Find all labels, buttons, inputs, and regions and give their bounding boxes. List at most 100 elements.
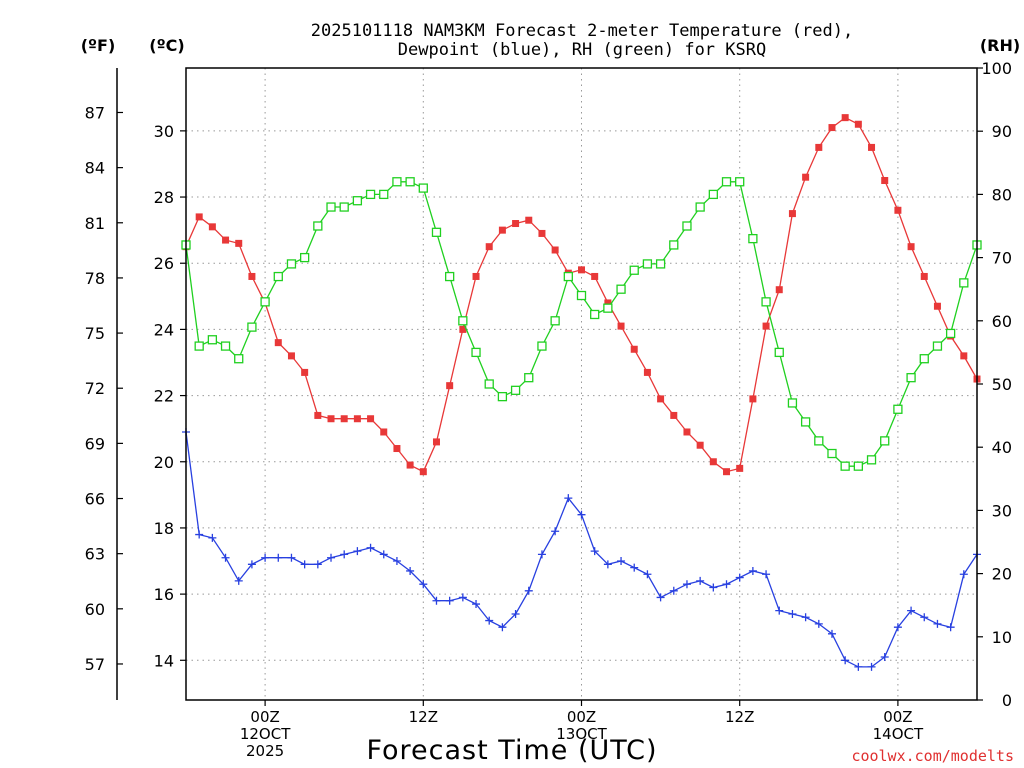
temperature-point <box>854 120 862 128</box>
temperature-point <box>643 368 651 376</box>
rh-tick-label: 60 <box>992 312 1012 331</box>
temperature-point <box>868 143 876 151</box>
temperature-point <box>538 229 546 237</box>
temperature-point <box>696 441 704 449</box>
dewpoint-point <box>735 573 744 582</box>
fahrenheit-tick-label: 87 <box>85 103 105 122</box>
rh-point <box>537 341 547 351</box>
dewpoint-point <box>458 593 467 602</box>
rh-tick-label: 10 <box>992 628 1012 647</box>
celsius-unit-label: (ºC) <box>149 36 184 55</box>
fahrenheit-tick-label: 78 <box>85 269 105 288</box>
rh-point <box>590 309 600 320</box>
dewpoint-point <box>867 662 876 671</box>
temperature-point <box>314 411 322 419</box>
celsius-tick-label: 20 <box>154 453 174 472</box>
dewpoint-point <box>221 553 230 562</box>
time-tick-label: 00Z <box>567 708 596 726</box>
credit-text: coolwx.com/modelts <box>851 747 1014 765</box>
rh-tick-label: 0 <box>1002 691 1012 710</box>
dewpoint-point <box>313 560 322 569</box>
temperature-point <box>525 216 533 224</box>
rh-point <box>458 316 468 326</box>
rh-line <box>185 181 978 467</box>
rh-point <box>563 271 573 282</box>
temperature-point <box>235 239 243 247</box>
rh-point <box>840 461 850 471</box>
rh-point <box>418 183 428 193</box>
temperature-point <box>630 345 638 353</box>
fahrenheit-tick-label: 57 <box>85 655 105 674</box>
dewpoint-point <box>392 557 401 566</box>
celsius-tick-label: 28 <box>154 188 174 207</box>
temperature-point <box>485 243 493 251</box>
temperature-point <box>274 339 282 347</box>
dewpoint-point <box>234 576 243 585</box>
rh-point <box>800 417 811 427</box>
rh-point <box>247 322 257 332</box>
time-tick-label: 2025 <box>246 742 284 760</box>
dewpoint-point <box>366 543 375 552</box>
rh-tick-label: 50 <box>992 375 1012 394</box>
temperature-point <box>591 272 599 280</box>
temperature-point <box>736 464 744 472</box>
dewpoint-point <box>432 596 441 605</box>
dewpoint-point <box>748 566 757 575</box>
temperature-point <box>881 177 889 185</box>
rh-point <box>774 347 784 358</box>
rh-point <box>603 303 613 313</box>
dewpoint-point <box>959 570 968 579</box>
dewpoint-point <box>920 613 929 622</box>
rh-point <box>787 398 798 408</box>
rh-unit-label: (RH) <box>980 36 1020 55</box>
dewpoint-point <box>247 560 256 569</box>
temperature-point <box>907 243 915 251</box>
temperature-point <box>617 322 625 330</box>
rh-tick-label: 40 <box>992 438 1012 457</box>
dewpoint-point <box>498 623 507 632</box>
fahrenheit-tick-label: 75 <box>85 324 105 343</box>
grid-lines <box>186 68 977 700</box>
dewpoint-point <box>933 619 942 628</box>
rh-point <box>234 354 244 364</box>
celsius-tick-label: 30 <box>154 122 174 141</box>
rh-point <box>405 177 415 187</box>
dewpoint-point <box>669 586 678 595</box>
temperature-point <box>222 236 230 244</box>
rh-point <box>497 391 508 402</box>
dewpoint-point <box>696 576 705 585</box>
dewpoint-point <box>208 533 217 542</box>
temperature-point <box>960 352 968 360</box>
temperature-point <box>472 272 480 280</box>
dewpoint-point <box>274 553 283 562</box>
dewpoint-point <box>854 662 863 671</box>
dewpoint-point <box>524 586 533 595</box>
dewpoint-point <box>788 609 797 618</box>
rh-point <box>524 373 534 383</box>
rh-point <box>260 297 270 307</box>
rh-point <box>299 252 310 263</box>
fahrenheit-tick-label: 72 <box>85 379 105 398</box>
fahrenheit-tick-label: 81 <box>85 214 105 233</box>
dewpoint-point <box>419 580 428 589</box>
temperature-point <box>657 395 665 403</box>
dewpoint-point <box>287 553 296 562</box>
temperature-point <box>340 415 348 423</box>
dewpoint-point <box>379 550 388 559</box>
title-line-2: Dewpoint (blue), RH (green) for KSRQ <box>398 40 766 60</box>
dewpoint-point <box>577 510 586 519</box>
temperature-point <box>459 325 467 333</box>
rh-point <box>880 436 890 446</box>
rh-point <box>286 259 297 269</box>
time-tick-label: 13OCT <box>556 725 607 743</box>
celsius-axis: 14 16 18 20 22 24 26 28 30 <box>154 122 186 670</box>
temperature-point <box>775 286 783 294</box>
temperature-point <box>406 461 414 469</box>
dewpoint-point <box>801 613 810 622</box>
dewpoint-point <box>445 596 454 605</box>
rh-point <box>431 227 442 237</box>
rh-tick-label: 80 <box>992 185 1012 204</box>
temperature-point <box>446 382 454 390</box>
dewpoint-point <box>814 619 823 628</box>
rh-point <box>392 177 402 187</box>
